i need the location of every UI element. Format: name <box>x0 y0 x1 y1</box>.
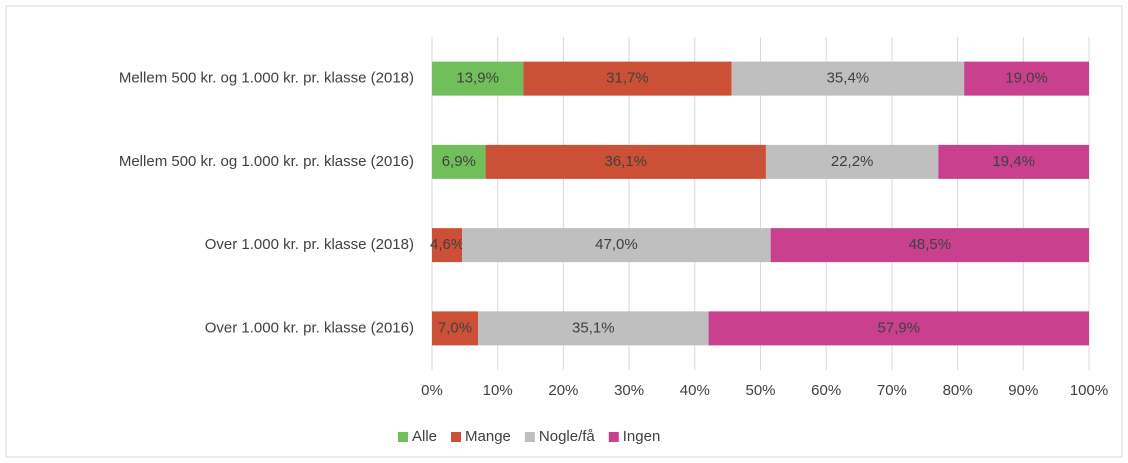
bar-segment <box>432 311 478 346</box>
data-label: 6,9% <box>442 153 476 170</box>
data-label: 47,0% <box>595 236 638 253</box>
legend-label: Ingen <box>623 428 661 445</box>
data-label: 22,2% <box>831 153 874 170</box>
data-label: 4,6% <box>430 236 464 253</box>
bar-segment <box>485 144 766 179</box>
legend-swatch <box>608 432 619 442</box>
x-tick-label: 40% <box>680 382 710 399</box>
data-label: 48,5% <box>909 236 952 253</box>
data-label: 19,0% <box>1005 70 1048 87</box>
data-label: 57,9% <box>878 319 921 336</box>
legend-label: Mange <box>465 428 511 445</box>
x-tick-label: 10% <box>483 382 513 399</box>
x-tick-label: 100% <box>1070 382 1108 399</box>
x-tick-label: 90% <box>1008 382 1038 399</box>
x-tick-label: 20% <box>548 382 578 399</box>
data-label: 19,4% <box>992 153 1035 170</box>
bar-segment <box>432 61 524 96</box>
legend-label: Alle <box>412 428 437 445</box>
data-label: 35,1% <box>572 319 615 336</box>
x-tick-label: 50% <box>745 382 775 399</box>
data-label: 31,7% <box>606 70 649 87</box>
legend-swatch <box>398 432 408 442</box>
legend-swatch <box>524 432 535 442</box>
bar-segment <box>477 311 709 346</box>
bar-segment <box>770 228 1089 263</box>
bar-segment <box>731 61 965 96</box>
bar-segment <box>708 311 1089 346</box>
y-tick-label: Over 1.000 kr. pr. klasse (2016) <box>205 319 414 336</box>
x-tick-label: 30% <box>614 382 644 399</box>
y-tick-label: Mellem 500 kr. og 1.000 kr. pr. klasse (… <box>119 153 414 170</box>
y-tick-label: Over 1.000 kr. pr. klasse (2018) <box>205 236 414 253</box>
legend-label: Nogle/få <box>539 428 596 445</box>
bar-segment <box>462 228 771 263</box>
x-tick-label: 0% <box>421 382 443 399</box>
y-tick-label: Mellem 500 kr. og 1.000 kr. pr. klasse (… <box>119 70 414 87</box>
bar-segment <box>432 144 486 179</box>
bar-segment <box>765 144 939 179</box>
data-label: 35,4% <box>827 70 870 87</box>
data-label: 13,9% <box>456 70 499 87</box>
bar-segment <box>964 61 1089 96</box>
bar-segment <box>432 228 463 263</box>
data-label: 7,0% <box>438 319 472 336</box>
x-tick-label: 70% <box>877 382 907 399</box>
x-tick-label: 60% <box>811 382 841 399</box>
x-tick-label: 80% <box>943 382 973 399</box>
data-label: 36,1% <box>604 153 647 170</box>
bar-segment <box>523 61 732 96</box>
legend-swatch <box>451 432 462 442</box>
bar-segment <box>938 144 1089 179</box>
